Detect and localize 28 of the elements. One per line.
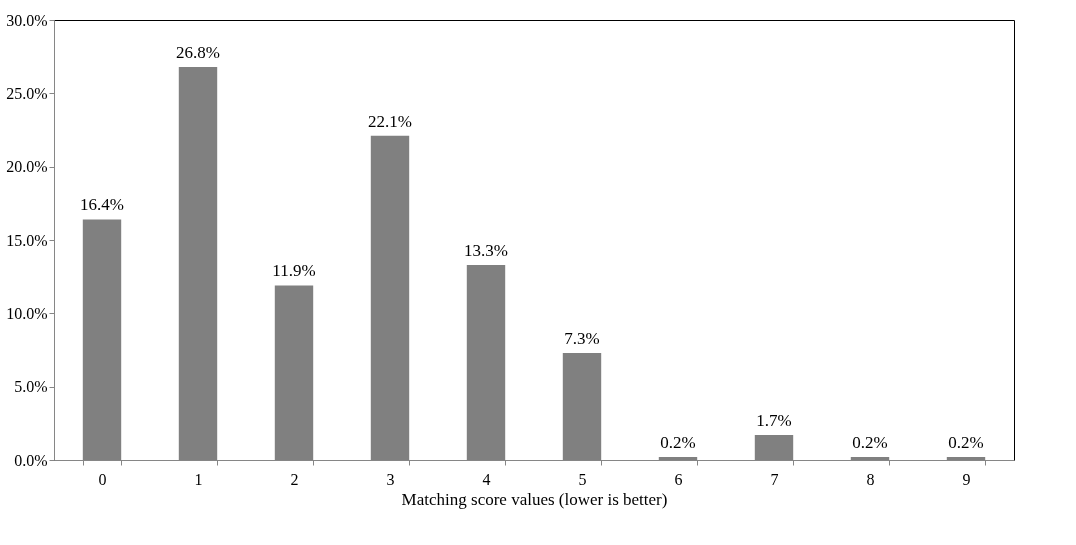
x-tick-label: 2 xyxy=(290,470,299,488)
x-axis-title: Matching score values (lower is better) xyxy=(401,489,668,509)
x-tick-label: 6 xyxy=(674,470,683,488)
x-tick-label: 4 xyxy=(482,470,491,488)
y-tick-label: 20.0% xyxy=(6,158,48,176)
x-tick-label: 7 xyxy=(770,470,779,488)
y-tick-label: 5.0% xyxy=(14,378,48,396)
x-tick-label: 5 xyxy=(578,470,587,488)
data-label: 26.8% xyxy=(176,42,220,62)
x-tick-label: 0 xyxy=(98,470,107,488)
x-tick-label: 9 xyxy=(962,470,971,488)
y-tick-label: 30.0% xyxy=(6,11,48,29)
y-tick-label: 15.0% xyxy=(6,231,48,249)
x-tick-label: 3 xyxy=(386,470,395,488)
data-label: 0.2% xyxy=(660,433,696,453)
data-label: 16.4% xyxy=(80,195,124,215)
data-label: 11.9% xyxy=(272,261,316,281)
data-label: 13.3% xyxy=(464,240,508,260)
data-label: 0.2% xyxy=(948,433,984,453)
data-label: 1.7% xyxy=(756,411,792,431)
data-label: 22.1% xyxy=(368,111,412,131)
y-tick-label: 0.0% xyxy=(14,451,48,469)
y-tick-label: 25.0% xyxy=(6,84,48,102)
data-label: 7.3% xyxy=(564,328,600,348)
y-tick-label: 10.0% xyxy=(6,304,48,322)
data-label: 0.2% xyxy=(852,433,888,453)
x-tick-label: 8 xyxy=(866,470,875,488)
x-tick-label: 1 xyxy=(194,470,203,488)
